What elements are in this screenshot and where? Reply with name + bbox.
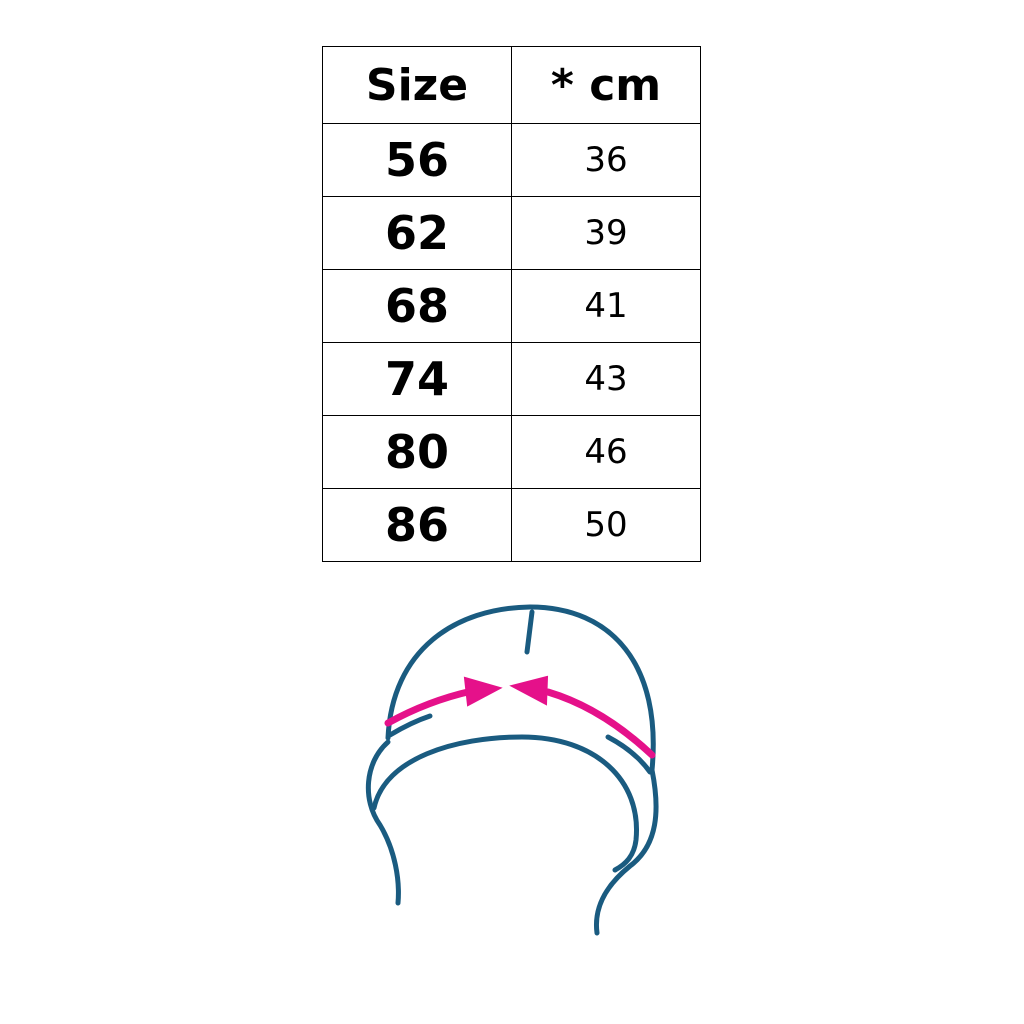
hat-brim-right <box>593 767 659 936</box>
size-cell: 56 <box>322 123 512 197</box>
arrowhead-left <box>463 676 503 707</box>
size-cell: 86 <box>322 488 512 562</box>
cm-cell: 46 <box>511 415 701 489</box>
cm-cell: 39 <box>511 196 701 270</box>
table-row: 74 43 <box>322 342 701 416</box>
table-row: 86 50 <box>322 488 701 562</box>
hat-dome <box>385 604 656 773</box>
size-cell: 74 <box>322 342 512 416</box>
header-size: Size <box>322 46 512 124</box>
hat-fold-left <box>387 713 433 738</box>
header-cm: * cm <box>511 46 701 124</box>
table-header-row: Size * cm <box>322 46 701 124</box>
arrow-left <box>384 687 476 727</box>
arrowhead-right <box>509 675 549 706</box>
cm-cell: 50 <box>511 488 701 562</box>
arrow-right <box>544 688 656 759</box>
hat-fold-right <box>605 734 653 775</box>
cm-cell: 41 <box>511 269 701 343</box>
hat-seam <box>524 609 535 655</box>
size-table: Size * cm 56 36 62 39 68 41 74 43 80 46 86 50 <box>322 46 701 562</box>
cm-cell: 43 <box>511 342 701 416</box>
hat-brim-left <box>365 739 401 906</box>
size-cell: 80 <box>322 415 512 489</box>
table-row: 80 46 <box>322 415 701 489</box>
table-row: 62 39 <box>322 196 701 270</box>
hat-brim-inner <box>371 734 639 873</box>
